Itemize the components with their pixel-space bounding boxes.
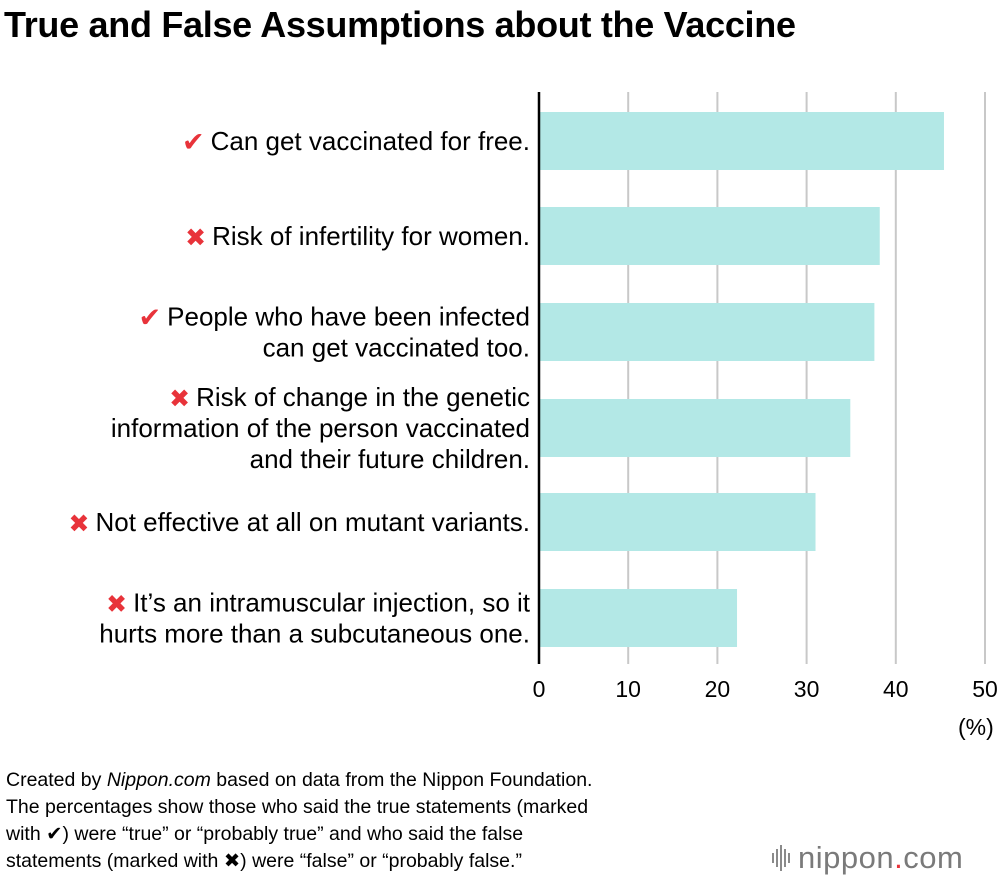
x-tick-label: 0 (533, 676, 546, 702)
cross-icon: ✖ (106, 591, 127, 619)
x-tick-label: 10 (615, 676, 641, 702)
category-label: hurts more than a subcutaneous one. (99, 619, 530, 649)
category-label: Risk of infertility for women. (212, 221, 530, 251)
category-labels: Can get vaccinated for free.✔Risk of inf… (69, 126, 531, 649)
x-tick-label: 50 (972, 676, 998, 702)
category-label: and their future children. (250, 444, 530, 474)
check-icon: ✔ (139, 303, 162, 333)
x-axis-ticks: 0 10 20 30 40 50 (533, 676, 998, 702)
bar (539, 493, 816, 551)
bar (539, 303, 875, 361)
category-label: information of the person vaccinated (111, 413, 530, 443)
grid-lines (627, 92, 986, 664)
footnote-line-3: with ✔) were “true” or “probably true” a… (6, 823, 524, 845)
category-label: can get vaccinated too. (263, 333, 530, 363)
bar (539, 589, 738, 647)
bar (539, 207, 880, 265)
category-label: Can get vaccinated for free. (211, 126, 530, 156)
category-label: Risk of change in the genetic (196, 382, 530, 412)
footnote-line-4: statements (marked with ✖) were “false” … (6, 850, 522, 872)
check-icon: ✔ (182, 127, 205, 157)
source-brand: Nippon.com (106, 769, 211, 791)
chart-title: True and False Assumptions about the Vac… (4, 4, 796, 45)
footnote-line-1: Created by Nippon.com based on data from… (6, 769, 593, 791)
cross-icon: ✖ (169, 385, 190, 413)
cross-icon: ✖ (69, 510, 90, 538)
bar (539, 399, 851, 457)
category-label: People who have been infected (167, 302, 530, 332)
bar (539, 112, 944, 170)
cross-icon: ✖ (185, 224, 206, 252)
bar-chart: Can get vaccinated for free.✔Risk of inf… (69, 92, 998, 702)
footnote: Created by Nippon.com based on data from… (6, 767, 592, 875)
category-label: Not effective at all on mutant variants. (95, 507, 530, 537)
x-tick-label: 30 (794, 676, 820, 702)
unit-label: (%) (958, 714, 994, 740)
bars (539, 112, 944, 647)
logo-bars-icon (772, 845, 790, 871)
nippon-logo: nippon.com (772, 838, 963, 878)
cross-icon: ✖ (223, 850, 241, 872)
x-tick-label: 40 (883, 676, 909, 702)
x-tick-label: 20 (705, 676, 731, 702)
footnote-line-2: The percentages show those who said the … (6, 796, 589, 818)
check-icon: ✔ (46, 823, 63, 845)
category-label: It’s an intramuscular injection, so it (133, 588, 531, 618)
